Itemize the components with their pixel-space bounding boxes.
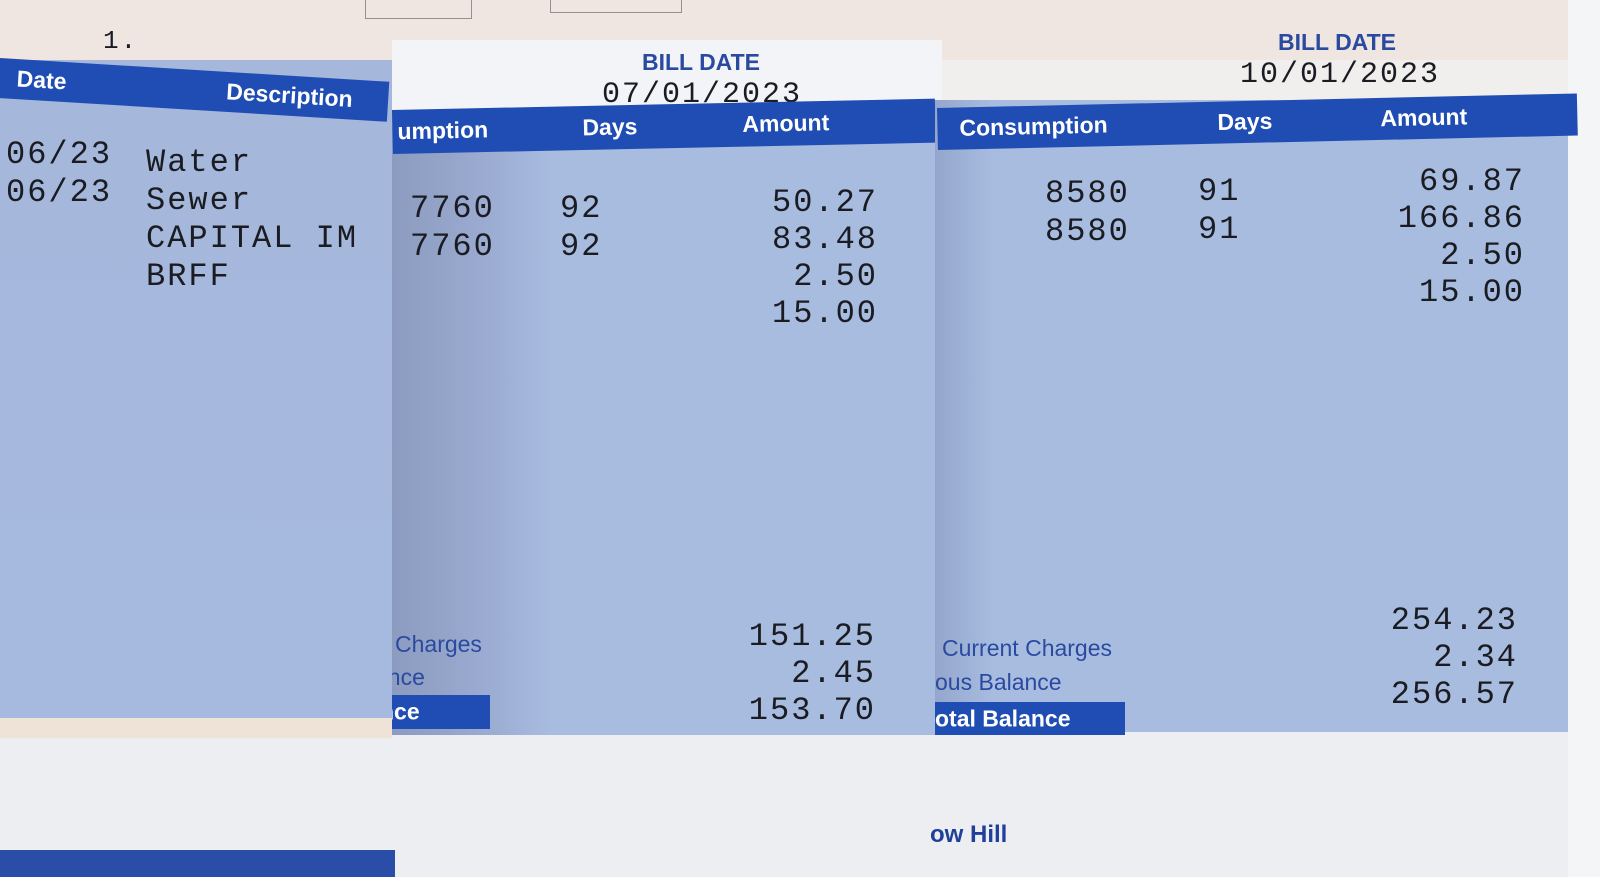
torn-edge: [0, 718, 392, 738]
header-amount: Amount: [1380, 103, 1468, 132]
summary-amount: 256.57: [1390, 676, 1518, 713]
bill-july-date-label: BILL DATE: [642, 49, 760, 75]
top-mark: 1.: [103, 26, 139, 56]
header-consumption: Consumption: [959, 111, 1108, 141]
summary-label: Current Charges: [942, 635, 1113, 661]
header-date: Date: [15, 65, 68, 95]
left-stub: [0, 60, 392, 720]
summary-label: Charges: [395, 631, 482, 657]
header-days: Days: [582, 113, 638, 141]
header-consumption: umption: [397, 116, 489, 145]
summary-amount: 2.34: [1433, 639, 1518, 676]
bill-july: [392, 110, 935, 735]
header-amount: Amount: [742, 109, 830, 138]
summary-amount: 151.25: [748, 618, 876, 655]
right-margin: [1568, 0, 1600, 877]
top-form-box: [365, 0, 472, 19]
bill-october: [935, 100, 1568, 732]
bottom-edge: [0, 850, 395, 877]
bill-october-date-label: BILL DATE: [1278, 29, 1396, 55]
header-days: Days: [1217, 107, 1273, 135]
summary-amount: 254.23: [1390, 602, 1518, 639]
footer-text: ow Hill: [930, 821, 1008, 848]
bill-october-date: 10/01/2023: [1240, 58, 1441, 92]
summary-amount: 153.70: [748, 692, 876, 729]
summary-label: ous Balance: [935, 669, 1062, 695]
total-balance-bar: otal Balance: [935, 702, 1125, 735]
summary-amount: 2.45: [791, 655, 876, 692]
header-description: Description: [225, 78, 354, 112]
top-form-box: [550, 0, 682, 13]
